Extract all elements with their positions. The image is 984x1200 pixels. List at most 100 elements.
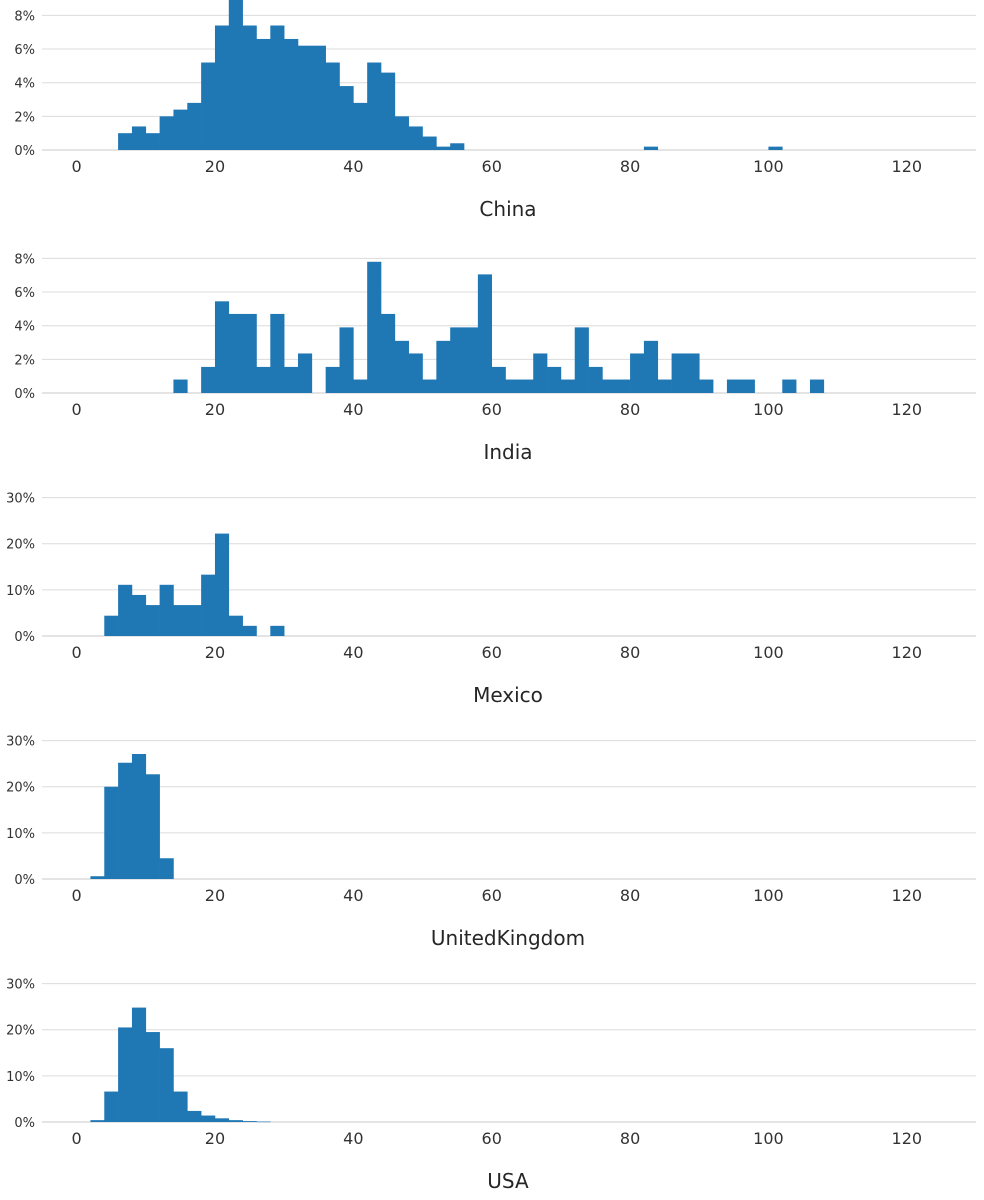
x-tick-label: 120 — [892, 643, 923, 662]
histogram-bar — [602, 379, 617, 393]
histogram-bar — [768, 146, 783, 150]
histogram-bar — [464, 327, 479, 393]
y-tick-label: 6% — [14, 286, 35, 301]
histogram-bar — [187, 605, 202, 636]
x-tick-label: 0 — [71, 643, 81, 662]
x-tick-label: 40 — [343, 1129, 363, 1148]
histogram-bar — [145, 133, 160, 150]
y-tick-label: 10% — [6, 827, 35, 842]
histogram-bar — [408, 126, 423, 150]
histogram-bar — [477, 274, 493, 393]
histogram-bar — [201, 574, 216, 636]
histogram-bar — [145, 774, 160, 879]
panel-title: China — [479, 197, 536, 221]
histogram-bar — [782, 379, 797, 393]
histogram-bar — [297, 45, 313, 150]
histogram-bar — [145, 1032, 160, 1122]
histogram-bar — [381, 313, 396, 393]
histogram-bar — [90, 1120, 105, 1122]
y-tick-label: 20% — [6, 538, 35, 553]
histogram-bar — [131, 594, 147, 636]
histogram-bar — [173, 1091, 188, 1122]
y-tick-label: 30% — [6, 978, 35, 993]
histogram-bar — [297, 353, 313, 393]
histogram-bar — [242, 313, 257, 393]
histogram-bar — [173, 379, 188, 393]
histogram-bar — [726, 379, 742, 393]
histogram-bar — [657, 379, 672, 393]
histogram-bar — [104, 615, 119, 636]
histogram-bar — [270, 625, 285, 636]
histogram-bar — [367, 261, 382, 393]
x-tick-label: 100 — [753, 400, 784, 419]
histogram-bar — [118, 584, 133, 636]
x-tick-label: 20 — [205, 157, 225, 176]
histogram-panel-0: 0% 2% 4% 6% 8% 0 20 40 60 80 100 120 China — [14, 0, 976, 221]
histogram-bar — [450, 143, 465, 150]
histogram-bar — [339, 86, 354, 150]
histogram-bar — [367, 62, 382, 150]
panel-title: Mexico — [473, 683, 543, 707]
histogram-bar — [505, 379, 520, 393]
y-tick-label: 10% — [6, 584, 35, 599]
x-tick-label: 80 — [620, 886, 640, 905]
histogram-bar — [381, 72, 396, 150]
histogram-bar — [159, 1048, 174, 1122]
histogram-bar — [325, 366, 340, 393]
histogram-bar — [422, 136, 437, 150]
histogram-bar — [685, 353, 700, 393]
histogram-bar — [159, 584, 174, 636]
histogram-bar — [131, 126, 147, 150]
histogram-bar — [436, 340, 451, 393]
histogram-bar — [159, 858, 174, 879]
histogram-bar — [809, 379, 825, 393]
histogram-bar — [699, 379, 714, 393]
histogram-bar — [214, 533, 230, 636]
histogram-bar — [436, 146, 451, 150]
histogram-bar — [353, 102, 368, 150]
histogram-bar — [228, 615, 243, 636]
x-tick-label: 20 — [205, 643, 225, 662]
histogram-bar — [560, 379, 576, 393]
histogram-bar — [118, 762, 133, 879]
x-tick-label: 60 — [482, 157, 502, 176]
histogram-bar — [173, 605, 188, 636]
histogram-bar — [339, 327, 354, 393]
x-tick-label: 40 — [343, 886, 363, 905]
x-tick-label: 20 — [205, 400, 225, 419]
x-tick-label: 20 — [205, 1129, 225, 1148]
histogram-bar — [547, 366, 562, 393]
histogram-bar — [643, 146, 659, 150]
panel-title: USA — [487, 1169, 529, 1193]
histogram-bar — [408, 353, 423, 393]
y-tick-label: 8% — [14, 9, 35, 24]
histogram-bar — [394, 340, 409, 393]
histogram-bar — [284, 38, 299, 150]
histogram-bar — [201, 1115, 216, 1122]
histogram-bar — [187, 1110, 202, 1122]
histogram-bar — [159, 116, 174, 150]
panel-title: India — [483, 440, 532, 464]
x-tick-label: 120 — [892, 1129, 923, 1148]
histogram-bar — [187, 102, 202, 150]
histogram-bar — [533, 353, 548, 393]
histogram-bar — [228, 1120, 243, 1122]
y-tick-label: 8% — [14, 252, 35, 267]
y-tick-label: 4% — [14, 77, 35, 92]
y-tick-label: 2% — [14, 110, 35, 125]
histogram-bar — [201, 366, 216, 393]
x-tick-label: 80 — [620, 1129, 640, 1148]
histogram-bar — [270, 25, 285, 150]
histogram-panel-1: 0% 2% 4% 6% 8% 0 20 40 60 80 100 120 India — [14, 252, 976, 464]
y-tick-label: 4% — [14, 320, 35, 335]
y-tick-label: 10% — [6, 1070, 35, 1085]
histogram-bar — [228, 0, 243, 151]
histogram-bar — [671, 353, 686, 393]
histogram-bar — [131, 1007, 147, 1122]
x-tick-label: 120 — [892, 400, 923, 419]
histogram-bar — [740, 379, 755, 393]
x-tick-label: 0 — [71, 157, 81, 176]
histogram-bar — [242, 25, 257, 150]
histogram-bar — [616, 379, 631, 393]
